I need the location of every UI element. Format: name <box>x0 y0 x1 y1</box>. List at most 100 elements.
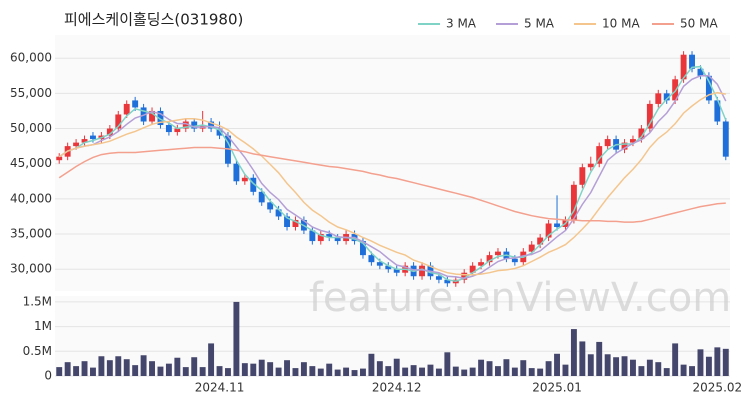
ma-line <box>58 75 727 280</box>
volume-bar <box>537 368 544 376</box>
candle-body <box>604 139 611 147</box>
volume-bar <box>115 356 122 376</box>
y-tick-label: 30,000 <box>10 262 52 276</box>
volume-bar <box>393 358 400 376</box>
candle-body <box>149 110 155 122</box>
x-tick-label: 2025.01 <box>532 381 582 395</box>
volume-bar <box>267 362 274 376</box>
y-tick-label: 45,000 <box>10 156 52 170</box>
volume-bar <box>106 360 113 376</box>
volume-bar <box>638 366 645 376</box>
volume-bar <box>317 368 324 376</box>
candle-body <box>123 103 130 115</box>
candle-body <box>360 241 366 256</box>
volume-bar <box>689 366 695 376</box>
ma-line <box>58 91 726 276</box>
candle-body <box>655 93 662 104</box>
candle-body <box>495 251 501 256</box>
candle-body <box>528 244 535 252</box>
candle-body <box>250 177 257 192</box>
candle-body <box>191 121 198 129</box>
volume-bar <box>90 367 96 376</box>
volume-bar <box>376 361 383 376</box>
volume-bar <box>672 343 679 376</box>
volume-bar <box>165 363 172 376</box>
candle-body <box>638 128 645 140</box>
volume-bar <box>452 366 459 376</box>
volume-bar <box>275 367 282 376</box>
volume-bar <box>469 367 476 376</box>
volume-bar <box>435 368 442 376</box>
volume-bar <box>309 366 316 376</box>
candle-body <box>714 100 721 122</box>
candle-body <box>461 272 468 280</box>
y-tick-label: 60,000 <box>10 51 52 65</box>
candle-body <box>368 255 375 263</box>
candle-body <box>587 163 594 168</box>
volume-bar <box>174 357 181 376</box>
candle-body <box>419 265 425 277</box>
candle-body <box>722 121 729 157</box>
candle-body <box>115 114 122 129</box>
candle-body <box>56 156 63 161</box>
candle-body <box>284 216 290 227</box>
candle-body <box>106 128 113 136</box>
candle-body <box>554 223 560 227</box>
volume-bar <box>520 360 527 376</box>
candle-body <box>174 128 181 133</box>
volume-bar <box>663 368 670 376</box>
volume-bar <box>216 366 223 376</box>
candle-body <box>241 177 248 182</box>
price-panel <box>55 35 730 291</box>
candle-body <box>385 265 392 270</box>
volume-bar <box>478 359 485 376</box>
ma-line <box>58 65 727 282</box>
candle-body <box>621 142 628 150</box>
legend-label: 5 MA <box>524 17 555 31</box>
volume-bar <box>461 369 468 376</box>
candle-body <box>469 265 476 273</box>
candle-body <box>90 135 96 140</box>
y-tick-label: 0.5M <box>23 344 52 358</box>
volume-bar <box>503 359 510 376</box>
y-tick-label: 1M <box>34 319 52 333</box>
y-tick-label: 55,000 <box>10 86 52 100</box>
volume-bar <box>225 368 231 376</box>
volume-bar <box>326 363 333 376</box>
candle-body <box>630 139 636 143</box>
volume-bar <box>123 359 130 376</box>
candle-body <box>233 163 240 182</box>
candle-body <box>317 234 324 242</box>
candle-body <box>258 191 265 203</box>
volume-bar <box>444 352 451 376</box>
volume-bar <box>300 362 307 376</box>
candle-body <box>579 167 586 185</box>
y-tick-label: 40,000 <box>10 191 52 205</box>
candle-body <box>132 100 139 108</box>
candle-body <box>435 276 442 280</box>
candle-body <box>596 146 603 164</box>
candle-body <box>334 237 341 242</box>
volume-bar <box>351 370 358 376</box>
volume-bar <box>587 354 594 376</box>
volume-bar <box>368 353 375 376</box>
volume-bar <box>284 360 290 376</box>
candle-body <box>81 139 88 143</box>
candle-body <box>165 125 172 133</box>
volume-bar <box>334 369 341 376</box>
candle-body <box>208 121 215 129</box>
volume-bar <box>343 367 350 376</box>
y-tick-label: 35,000 <box>10 227 52 241</box>
volume-bar <box>604 354 611 376</box>
candle-body <box>689 54 695 69</box>
candle-body <box>478 262 485 266</box>
volume-bar <box>149 361 155 376</box>
volume-bar <box>233 301 240 376</box>
candle-body <box>73 142 80 147</box>
volume-bar <box>410 365 417 376</box>
volume-bar <box>486 361 493 376</box>
volume-bar <box>140 355 147 376</box>
candle-body <box>275 209 282 217</box>
chart-title: 피에스케이홀딩스(031980) <box>64 11 243 29</box>
candle-body <box>182 121 189 129</box>
